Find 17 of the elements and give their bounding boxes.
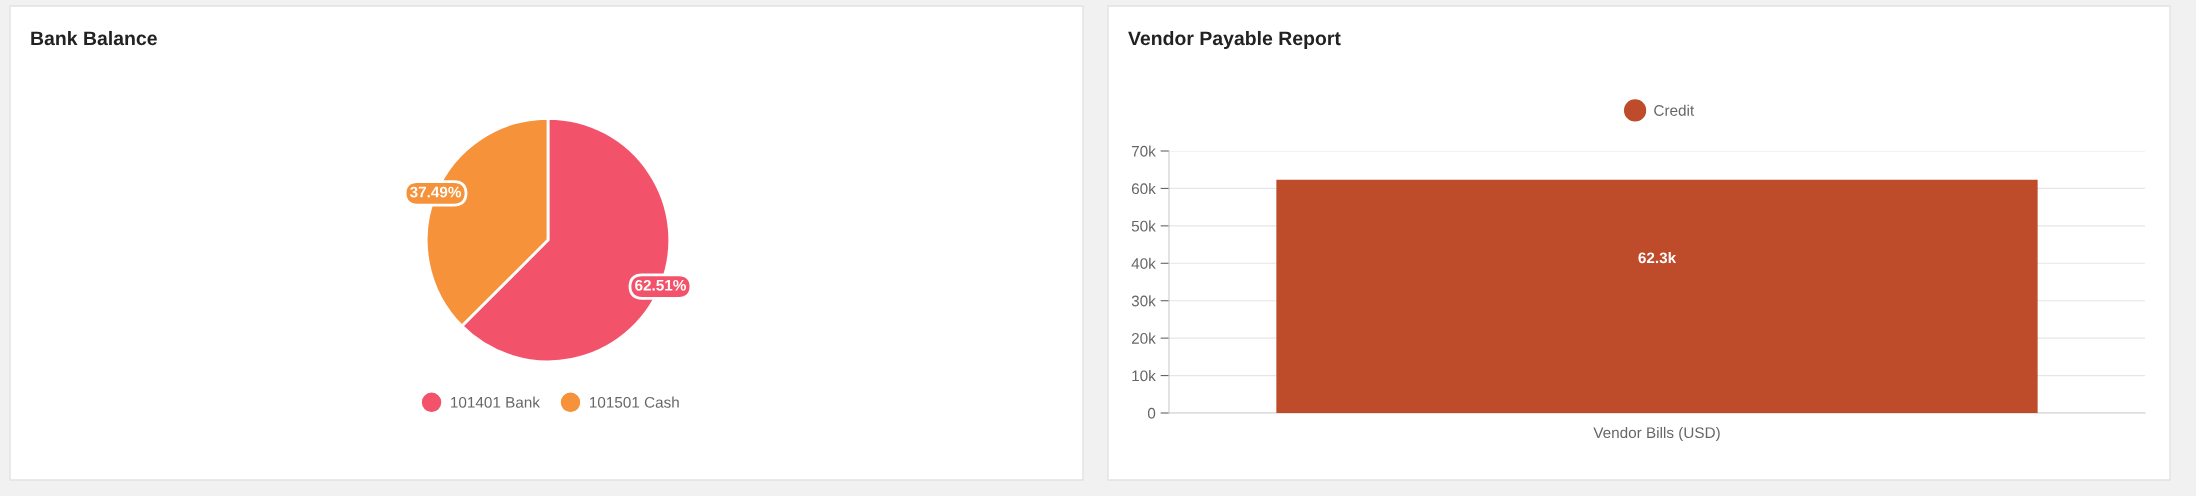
y-tick-label: 20k (1131, 332, 1156, 344)
y-tick-label: 70k (1131, 145, 1156, 157)
legend-label: 101501 Cash (589, 396, 679, 408)
chart-title: Vendor Payable Report (1128, 30, 1341, 50)
data-label: 62.3k (1638, 251, 1677, 264)
data-label: 37.49% (409, 186, 462, 198)
y-tick-label: 30k (1131, 295, 1156, 307)
text: Bank Balance (31, 30, 157, 46)
data-label: 62.51% (635, 279, 686, 291)
y-tick-label: 10k (1132, 370, 1156, 382)
x-tick-label: Vendor Bills (USD) (1593, 426, 1720, 442)
legend-label: 101401 Bank (451, 396, 540, 408)
y-tick-label: 0 (1147, 407, 1156, 419)
legend-label: Credit (1654, 104, 1695, 116)
y-tick-label: 40k (1131, 257, 1156, 269)
y-tick-label: 60k (1131, 182, 1156, 195)
y-tick-label: 50k (1131, 220, 1156, 232)
